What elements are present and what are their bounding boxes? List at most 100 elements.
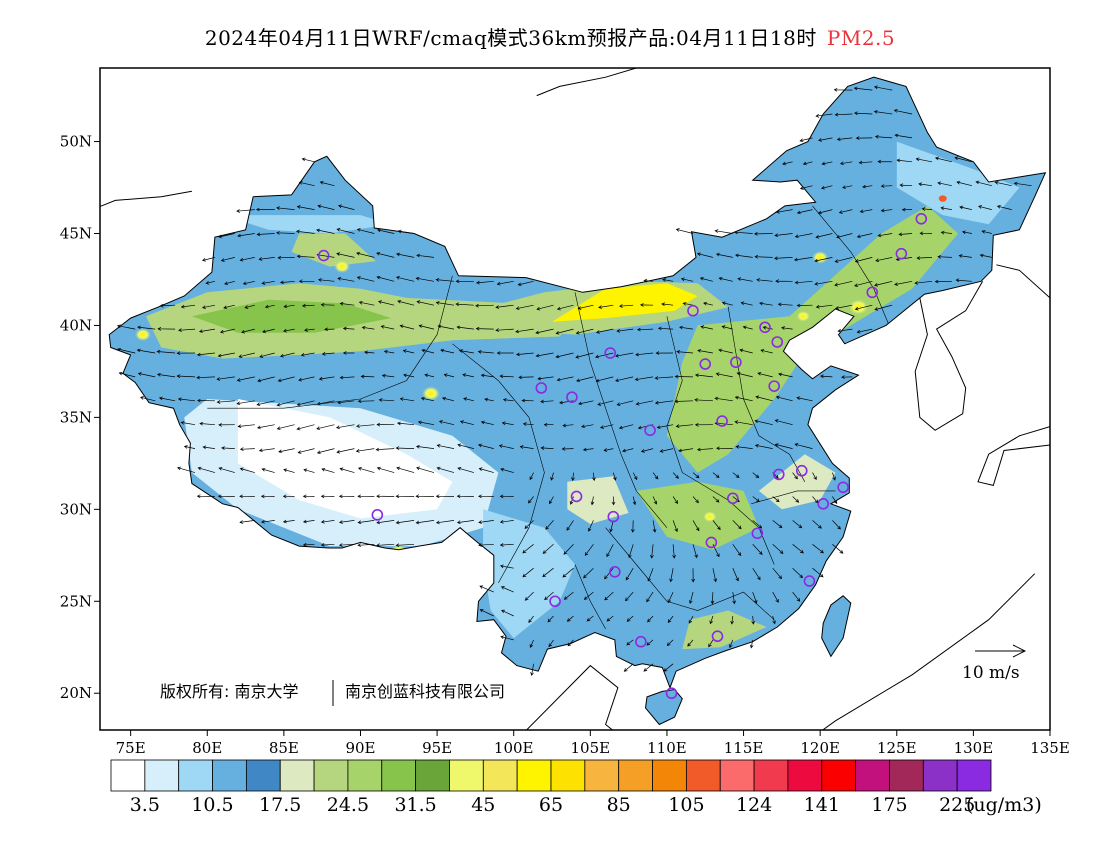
province-line-2 [574,292,668,528]
wind-arrow-115 [832,520,841,530]
wind-arrow-219 [296,424,315,431]
colorbar-swatch-1 [144,759,180,792]
wind-arrow-117 [217,494,235,499]
wind-arrow-471 [793,257,813,262]
wind-arrow-407 [639,303,654,307]
wind-arrow-400 [495,304,514,309]
wind-arrow-183 [221,446,235,450]
wind-arrow-176 [752,472,760,479]
coastline-3 [996,264,1050,299]
wind-arrow-213 [180,421,196,426]
wind-arrow-13 [729,639,734,649]
wind-arrow-5 [529,639,534,648]
wind-arrow-447 [834,280,853,287]
wind-arrow-134 [569,496,574,505]
colorbar-swatch-25 [956,759,992,792]
wind-arrow-33 [544,591,554,601]
wind-arrow-309 [736,371,753,378]
wind-arrow-457 [258,257,275,261]
colorbar-swatch-20 [787,759,823,792]
wind-arrow-60 [792,567,804,579]
wind-arrow-557 [853,111,873,116]
wind-arrow-114 [812,520,822,529]
wind-arrow-194 [436,443,455,449]
wind-arrow-454 [201,257,215,262]
wind-arrow-94 [395,520,415,525]
wind-arrow-341 [655,351,674,355]
wind-arrow-307 [694,373,713,378]
wind-arrow-441 [718,276,733,282]
wind-arrow-36 [604,591,614,601]
wind-arrow-82 [772,544,784,555]
city-marker-8 [730,356,742,369]
city-marker-7 [771,336,784,348]
wind-arrow-381 [837,328,853,333]
wind-arrow-113 [792,520,803,529]
colorbar-swatch-18 [719,759,755,792]
wind-arrow-167 [571,472,575,482]
colorbar-swatch-11 [482,759,518,792]
wind-arrow-107 [672,520,678,533]
wind-arrow-345 [739,348,753,354]
wind-arrow-10 [666,639,674,646]
wind-arrow-406 [618,304,634,308]
wind-arrow-501 [898,232,913,237]
wind-arrow-388 [264,304,275,309]
wind-arrow-367 [515,328,534,334]
wind-arrow-334 [515,352,534,357]
wind-arrow-217 [256,424,275,430]
city-marker-27 [609,566,621,578]
wind-arrow-208 [716,446,733,451]
wind-arrow-539 [782,161,793,166]
wind-arrow-261 [484,397,494,402]
city-marker-14 [895,247,908,260]
x-tick-label-10: 125E [877,739,917,757]
wind-arrow-541 [821,161,833,166]
wind-arrow-530 [880,184,893,188]
wind-arrow-24 [667,615,674,623]
wind-arrow-201 [582,447,594,452]
tibet-clean-zone [237,399,453,519]
wind-arrow-386 [223,304,235,310]
wind-arrow-344 [718,348,733,354]
wind-arrow-27 [730,615,734,625]
wind-arrow-178 [792,472,798,480]
wind-arrow-295 [462,373,474,378]
wind-arrow-444 [775,279,793,284]
wind-arrow-74 [606,544,614,558]
wind-arrow-493 [734,230,753,235]
wind-arrow-325 [342,351,355,355]
x-tick-label-6: 105E [571,739,611,757]
wind-arrow-506 [236,209,255,213]
wind-arrow-53 [647,568,654,582]
wind-arrow-511 [338,204,355,210]
wind-arrow-422 [242,280,255,286]
wind-arrow-470 [773,256,793,261]
neighbor-coastlines [100,68,1050,730]
wind-arrow-285 [257,376,275,383]
wind-arrow-3 [663,663,674,672]
wind-arrow-264 [540,399,554,404]
wind-arrow-251 [276,400,295,407]
wind-arrow-375 [679,325,694,330]
wind-arrow-125 [376,494,395,499]
wind-arrow-463 [376,251,395,258]
wind-arrow-133 [549,496,554,505]
pearl-river-zone [682,610,767,650]
wind-arrow-440 [699,276,713,282]
city-marker-9 [699,358,712,370]
turpan-hotspot [334,260,351,273]
colorbar-swatch-22 [855,759,890,792]
wind-arrow-210 [754,443,773,449]
province-line-8 [751,490,836,505]
wind-arrow-394 [377,300,395,306]
wind-arrow-206 [678,448,694,453]
wind-arrow-314 [117,347,136,354]
wind-arrow-262 [502,398,514,402]
wind-arrow-299 [537,376,554,381]
wind-vectors [116,85,1032,677]
city-markers [317,212,928,700]
wind-arrow-137 [632,496,637,506]
copyright-label-2: 南京创蓝科技有限公司 [345,682,505,701]
wind-arrow-119 [260,494,275,499]
